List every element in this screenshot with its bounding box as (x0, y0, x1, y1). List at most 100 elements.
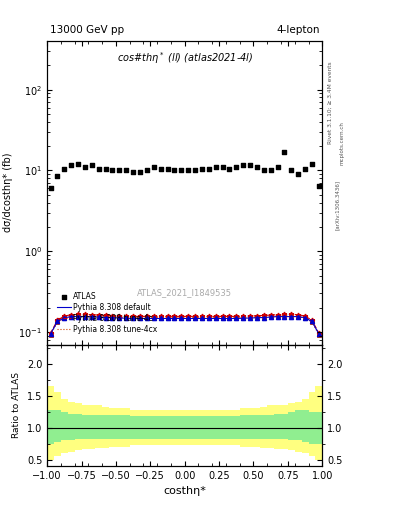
ATLAS (206, 164, 212, 173)
Pythia 8.308 tune-4c (103, 312, 108, 318)
Pythia 8.308 tune-4c (165, 313, 170, 319)
Pythia 8.308 tune-4c (55, 317, 60, 323)
Pythia 8.308 tune-4cx (316, 331, 321, 337)
ATLAS (213, 163, 219, 171)
Pythia 8.308 tune-4c (179, 313, 184, 319)
Pythia 8.308 tune-4c (220, 313, 225, 319)
Pythia 8.308 tune-4c (76, 311, 81, 317)
Pythia 8.308 default (145, 315, 149, 322)
Text: cos#th$\mathit{\eta}^*$ (ll) (atlas2021-4l): cos#th$\mathit{\eta}^*$ (ll) (atlas2021-… (117, 50, 253, 66)
Pythia 8.308 tune-4c (83, 311, 87, 317)
Pythia 8.308 tune-4cx (179, 315, 184, 321)
ATLAS (137, 168, 143, 176)
X-axis label: costhη*: costhη* (163, 486, 206, 496)
Pythia 8.308 tune-4cx (206, 315, 211, 321)
Pythia 8.308 default (186, 315, 191, 322)
Pythia 8.308 tune-4c (268, 312, 273, 318)
ATLAS (192, 166, 198, 175)
Pythia 8.308 default (275, 313, 280, 319)
Pythia 8.308 default (69, 313, 73, 319)
Pythia 8.308 default (206, 315, 211, 322)
Pythia 8.308 tune-4cx (158, 315, 163, 321)
Pythia 8.308 default (220, 315, 225, 322)
Pythia 8.308 tune-4cx (110, 314, 115, 320)
Pythia 8.308 tune-4cx (124, 314, 129, 321)
Pythia 8.308 tune-4c (69, 312, 73, 318)
Pythia 8.308 default (76, 313, 81, 319)
Pythia 8.308 default (138, 315, 142, 322)
ATLAS (240, 161, 246, 169)
Pythia 8.308 default (303, 315, 307, 321)
Pythia 8.308 tune-4cx (131, 315, 136, 321)
ATLAS (116, 166, 123, 175)
ATLAS (61, 164, 68, 173)
ATLAS (288, 166, 294, 175)
Pythia 8.308 default (241, 315, 246, 322)
ATLAS (268, 166, 274, 175)
ATLAS (151, 163, 157, 171)
Pythia 8.308 tune-4cx (62, 315, 67, 322)
Pythia 8.308 tune-4cx (255, 314, 259, 320)
Pythia 8.308 default (124, 315, 129, 322)
Pythia 8.308 tune-4cx (96, 313, 101, 319)
Pythia 8.308 tune-4cx (234, 315, 239, 321)
ATLAS (226, 164, 233, 173)
Pythia 8.308 default (83, 313, 87, 319)
Pythia 8.308 default (213, 315, 218, 322)
Legend: ATLAS, Pythia 8.308 default, Pythia 8.308 tune-4c, Pythia 8.308 tune-4cx: ATLAS, Pythia 8.308 default, Pythia 8.30… (57, 291, 158, 335)
Pythia 8.308 tune-4cx (193, 315, 197, 321)
Line: Pythia 8.308 tune-4cx: Pythia 8.308 tune-4cx (51, 316, 319, 334)
Pythia 8.308 tune-4c (261, 312, 266, 318)
Pythia 8.308 default (48, 331, 53, 337)
Pythia 8.308 tune-4c (248, 313, 252, 319)
Pythia 8.308 tune-4cx (282, 313, 287, 319)
Pythia 8.308 tune-4cx (275, 313, 280, 319)
ATLAS (274, 163, 281, 171)
Pythia 8.308 default (96, 314, 101, 320)
Pythia 8.308 tune-4c (296, 312, 301, 318)
ATLAS (48, 184, 54, 193)
Pythia 8.308 default (248, 315, 252, 321)
Pythia 8.308 default (255, 315, 259, 321)
Line: Pythia 8.308 tune-4c: Pythia 8.308 tune-4c (51, 314, 319, 333)
Pythia 8.308 tune-4cx (310, 319, 314, 325)
Pythia 8.308 tune-4c (316, 330, 321, 336)
ATLAS (185, 166, 191, 175)
Pythia 8.308 tune-4c (234, 313, 239, 319)
Pythia 8.308 default (165, 315, 170, 322)
Pythia 8.308 tune-4cx (83, 313, 87, 319)
Pythia 8.308 tune-4cx (90, 313, 94, 319)
Pythia 8.308 default (289, 313, 294, 319)
Pythia 8.308 default (200, 315, 204, 322)
Pythia 8.308 tune-4cx (48, 331, 53, 337)
ATLAS (103, 164, 109, 173)
Pythia 8.308 tune-4cx (151, 315, 156, 321)
Text: 4-lepton: 4-lepton (276, 25, 320, 35)
Pythia 8.308 default (131, 315, 136, 322)
Pythia 8.308 tune-4cx (261, 314, 266, 320)
ATLAS (233, 163, 239, 171)
Pythia 8.308 default (117, 315, 122, 321)
ATLAS (309, 160, 315, 168)
Pythia 8.308 default (282, 313, 287, 319)
Pythia 8.308 tune-4c (310, 317, 314, 323)
ATLAS (247, 161, 253, 169)
Pythia 8.308 tune-4c (151, 313, 156, 319)
Pythia 8.308 tune-4cx (241, 314, 246, 321)
Pythia 8.308 tune-4c (138, 313, 142, 319)
Pythia 8.308 default (296, 313, 301, 319)
Text: 13000 GeV pp: 13000 GeV pp (50, 25, 124, 35)
Pythia 8.308 tune-4c (158, 313, 163, 319)
ATLAS (144, 166, 150, 175)
Pythia 8.308 tune-4c (200, 313, 204, 319)
Pythia 8.308 tune-4cx (69, 313, 73, 319)
Pythia 8.308 tune-4c (275, 312, 280, 318)
Pythia 8.308 default (90, 313, 94, 319)
ATLAS (130, 168, 136, 176)
Y-axis label: dσ/dcosthη* (fb): dσ/dcosthη* (fb) (3, 153, 13, 232)
ATLAS (82, 163, 88, 171)
Pythia 8.308 tune-4cx (138, 315, 142, 321)
Pythia 8.308 tune-4cx (268, 313, 273, 319)
Pythia 8.308 tune-4c (48, 330, 53, 336)
Pythia 8.308 tune-4c (124, 313, 129, 319)
